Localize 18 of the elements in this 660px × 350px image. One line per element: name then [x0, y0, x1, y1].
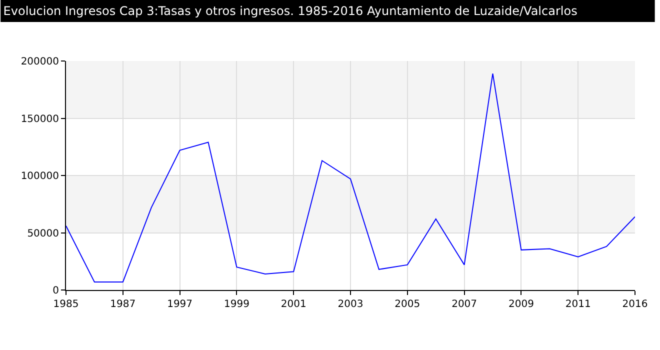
x-tick-label: 2007 — [452, 299, 478, 310]
y-tick-label: 150000 — [20, 114, 59, 125]
x-tick-label: 1985 — [53, 299, 79, 310]
x-tick-label: 2011 — [565, 299, 591, 310]
x-tick-label: 1987 — [110, 299, 136, 310]
x-tick-label: 2001 — [280, 299, 306, 310]
x-tick-label: 2009 — [508, 299, 534, 310]
y-tick-label: 100000 — [20, 171, 59, 182]
y-tick-label: 50000 — [27, 228, 59, 240]
line-series — [66, 73, 635, 282]
y-tick-label: 200000 — [20, 56, 59, 68]
x-tick-label: 1997 — [167, 299, 193, 310]
x-tick-label: 2016 — [622, 299, 648, 310]
x-tick-label: 1999 — [224, 299, 250, 310]
x-tick-label: 2005 — [394, 299, 420, 310]
y-tick-label: 0 — [52, 286, 59, 296]
x-tick-label: 2003 — [338, 299, 364, 310]
chart-title: Evolucion Ingresos Cap 3:Tasas y otros ingresos. 1985-2016 Ayuntamiento de Luzaide/Valcarlos — [3, 4, 578, 18]
